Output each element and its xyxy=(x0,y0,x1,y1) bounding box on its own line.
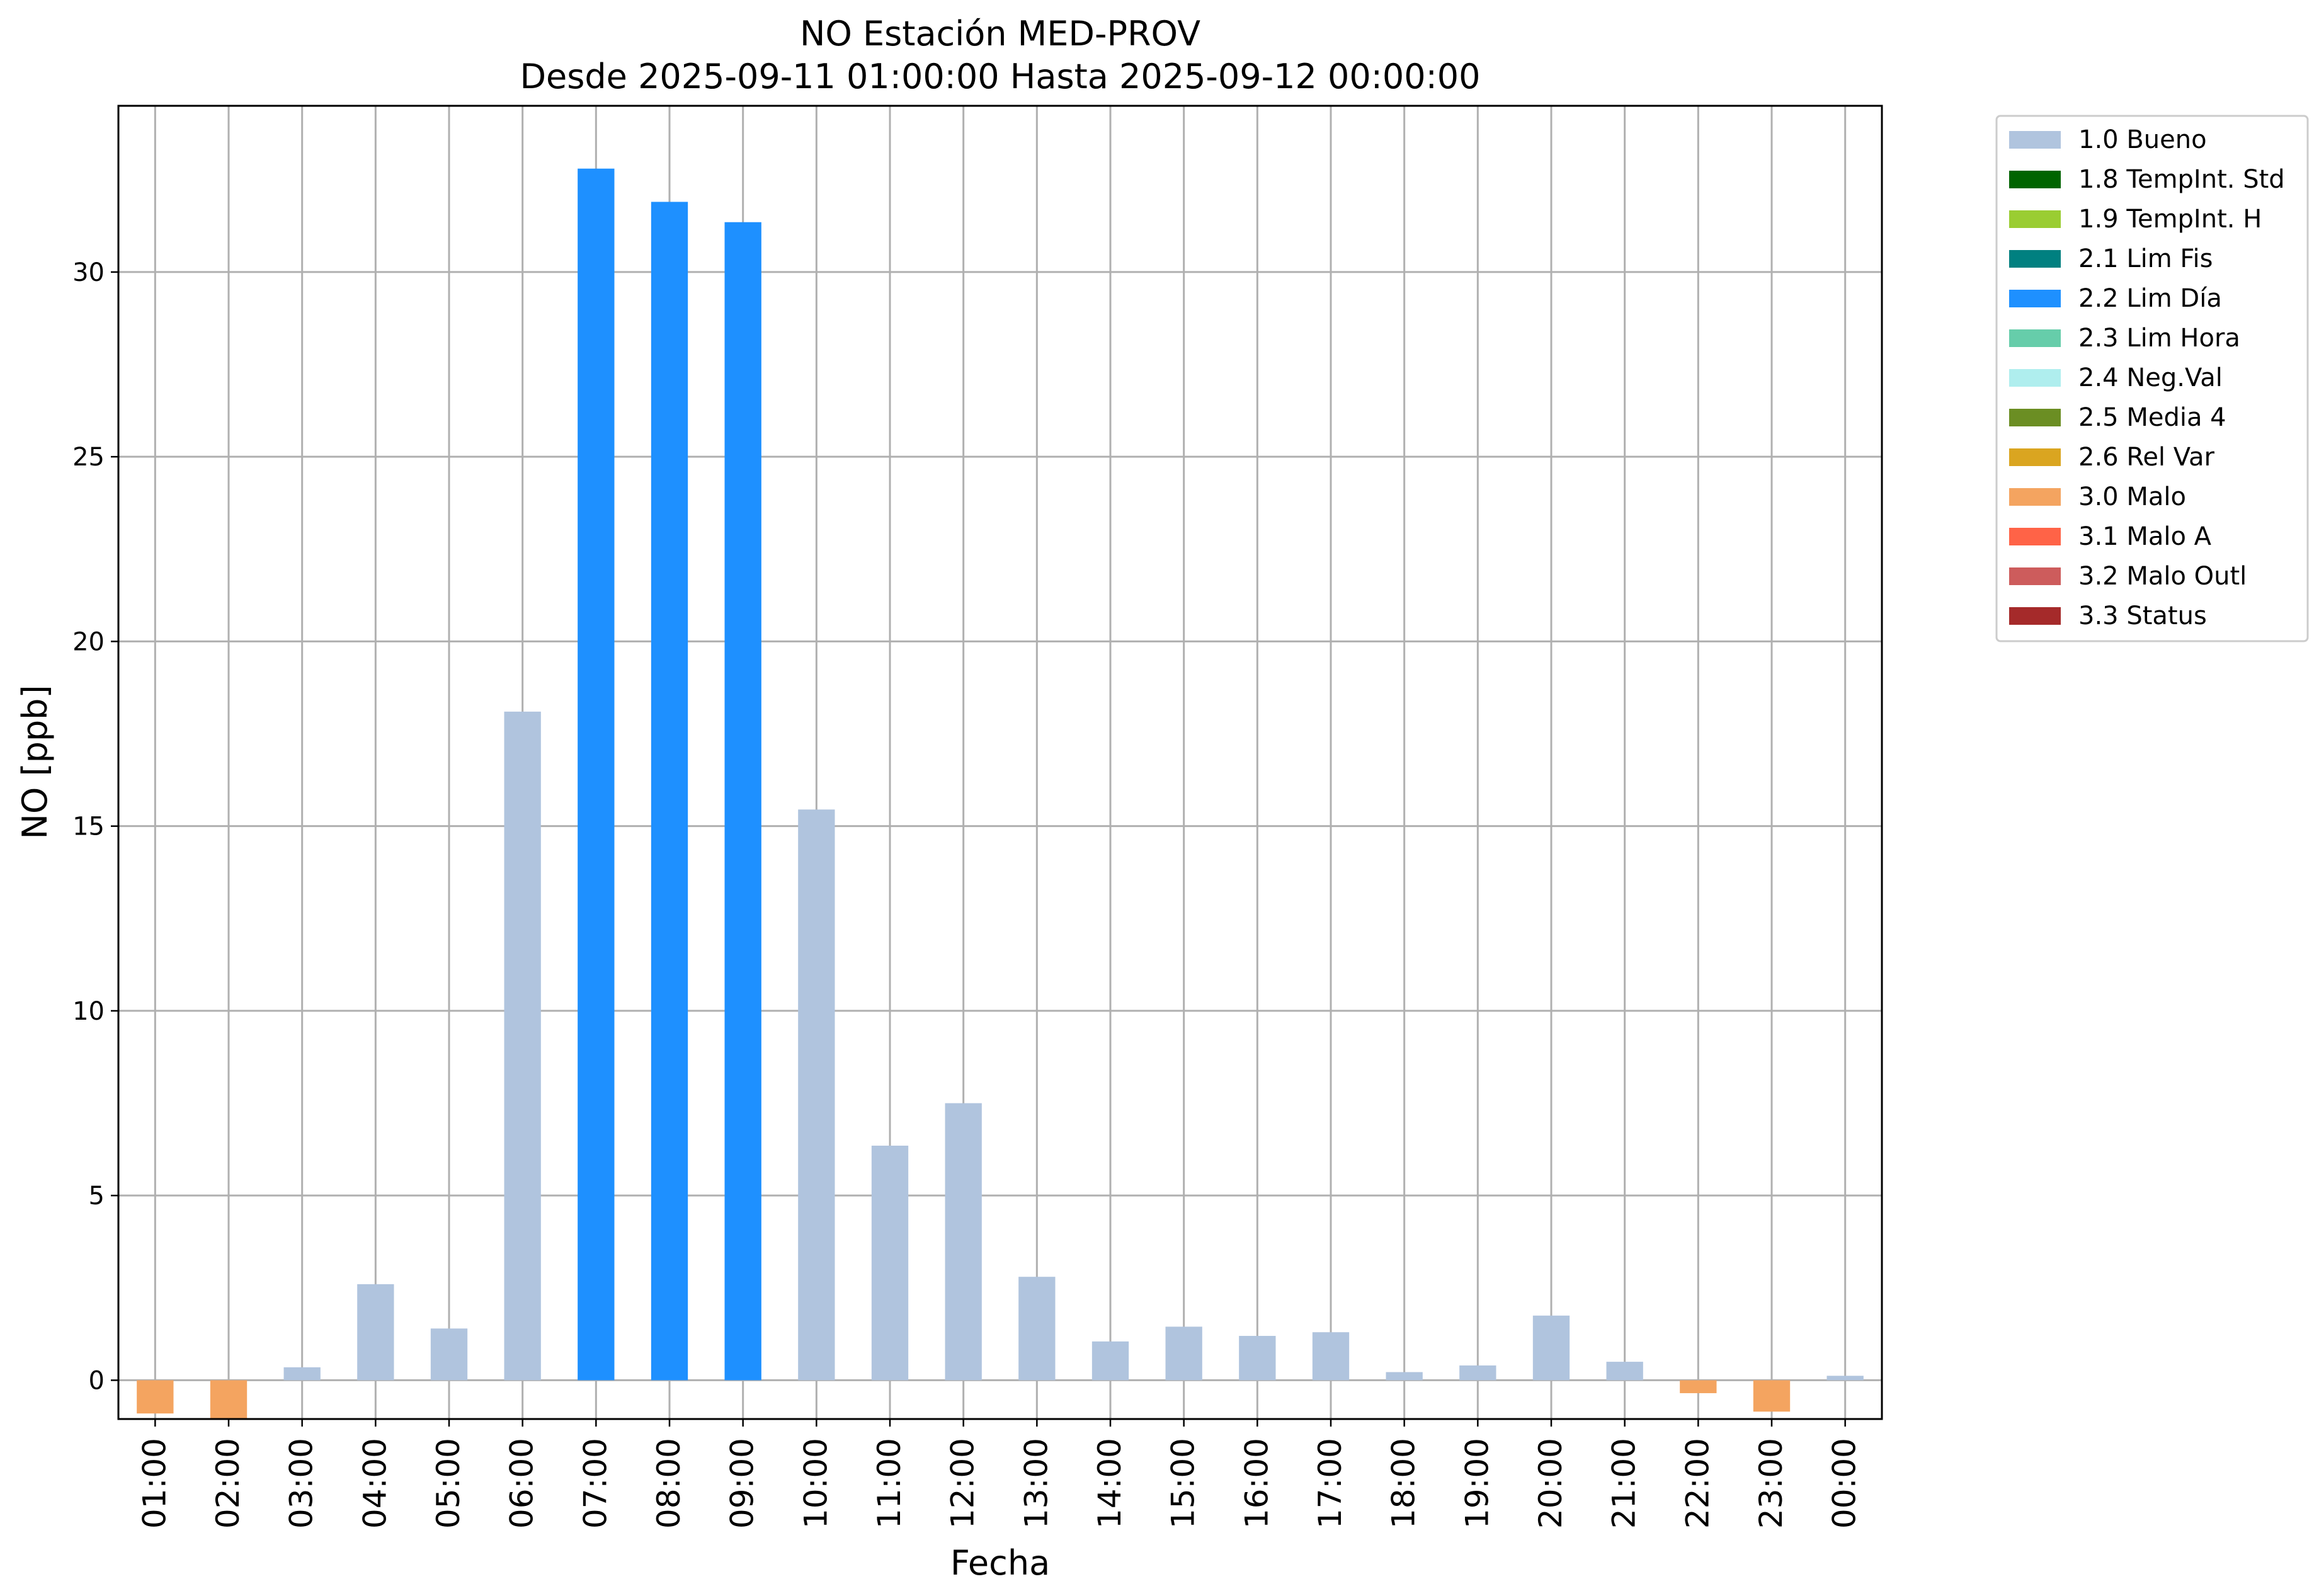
legend-label: 3.3 Status xyxy=(2078,601,2207,630)
legend-label: 3.1 Malo A xyxy=(2078,522,2212,551)
x-tick-label: 08:00 xyxy=(651,1438,687,1529)
legend-swatch xyxy=(2009,290,2061,307)
legend-swatch xyxy=(2009,210,2061,228)
x-tick-label: 16:00 xyxy=(1238,1438,1275,1529)
bar xyxy=(578,168,615,1381)
legend-label: 1.0 Bueno xyxy=(2078,125,2207,154)
chart-title: NO Estación MED-PROV xyxy=(800,14,1200,54)
x-tick-label: 10:00 xyxy=(797,1438,834,1529)
bar xyxy=(1091,1341,1129,1381)
legend-label: 1.9 TempInt. H xyxy=(2078,205,2262,234)
bar xyxy=(1312,1332,1350,1381)
bar xyxy=(871,1145,909,1381)
legend-label: 1.8 TempInt. Std xyxy=(2078,165,2285,194)
legend-swatch xyxy=(2009,409,2061,426)
bar xyxy=(1680,1380,1717,1393)
x-tick-label: 05:00 xyxy=(430,1438,467,1529)
legend-label: 2.5 Media 4 xyxy=(2078,403,2226,432)
x-tick-label: 06:00 xyxy=(504,1438,540,1529)
x-tick-label: 07:00 xyxy=(577,1438,613,1529)
legend-frame xyxy=(1995,115,2309,642)
y-axis-ticks: 0 5 10 15 20 25 30 xyxy=(72,258,118,1395)
legend-swatch xyxy=(2009,329,2061,347)
x-tick-label: 01:00 xyxy=(136,1438,173,1529)
bar xyxy=(945,1103,982,1381)
x-tick-label: 12:00 xyxy=(945,1438,981,1529)
legend-swatch xyxy=(2009,488,2061,506)
x-tick-label: 00:00 xyxy=(1826,1438,1863,1529)
bar xyxy=(357,1284,394,1381)
bar xyxy=(798,809,835,1381)
bar xyxy=(651,202,688,1381)
x-tick-label: 17:00 xyxy=(1312,1438,1348,1529)
x-tick-label: 04:00 xyxy=(356,1438,393,1529)
bar xyxy=(1386,1372,1423,1381)
x-tick-label: 21:00 xyxy=(1606,1438,1643,1529)
chart-subtitle: Desde 2025-09-11 01:00:00 Hasta 2025-09-… xyxy=(520,57,1480,96)
legend-label: 2.3 Lim Hora xyxy=(2078,324,2240,353)
bar xyxy=(1018,1277,1056,1381)
x-tick-label: 03:00 xyxy=(283,1438,320,1529)
bar xyxy=(1606,1362,1643,1381)
x-tick-label: 23:00 xyxy=(1753,1438,1789,1529)
legend-label: 3.2 Malo Outl xyxy=(2078,562,2247,591)
y-tick-label: 20 xyxy=(72,627,105,656)
x-tick-label: 22:00 xyxy=(1679,1438,1716,1529)
x-tick-label: 09:00 xyxy=(724,1438,761,1529)
x-tick-label: 15:00 xyxy=(1165,1438,1202,1529)
legend-label: 2.6 Rel Var xyxy=(2078,443,2215,472)
legend-label: 2.2 Lim Día xyxy=(2078,284,2222,313)
x-tick-label: 20:00 xyxy=(1532,1438,1569,1529)
legend-swatch xyxy=(2009,448,2061,466)
x-tick-label: 13:00 xyxy=(1018,1438,1054,1529)
bar xyxy=(1532,1315,1570,1381)
legend-swatch xyxy=(2009,250,2061,268)
legend-swatch xyxy=(2009,607,2061,625)
legend-swatch xyxy=(2009,171,2061,188)
x-tick-label: 18:00 xyxy=(1386,1438,1422,1529)
legend-label: 3.0 Malo xyxy=(2078,482,2186,511)
y-tick-label: 30 xyxy=(72,258,105,287)
bar xyxy=(1459,1365,1496,1381)
legend-label: 2.1 Lim Fis xyxy=(2078,244,2213,273)
legend: 1.0 Bueno 1.8 TempInt. Std 1.9 TempInt. H 2… xyxy=(1995,115,2309,642)
legend-swatch xyxy=(2009,369,2061,387)
bar xyxy=(1753,1380,1791,1412)
legend-label: 2.4 Neg.Val xyxy=(2078,363,2223,392)
bar xyxy=(504,711,541,1381)
y-axis-label: NO [ppb] xyxy=(15,685,55,839)
bar xyxy=(210,1380,248,1419)
x-tick-label: 14:00 xyxy=(1091,1438,1128,1529)
x-tick-label: 19:00 xyxy=(1459,1438,1495,1529)
plot-area-frame xyxy=(117,105,1883,1420)
bar xyxy=(1165,1326,1202,1381)
legend-swatch xyxy=(2009,131,2061,149)
legend-swatch xyxy=(2009,567,2061,585)
y-tick-label: 5 xyxy=(89,1182,105,1211)
bar xyxy=(137,1380,174,1414)
legend-swatch xyxy=(2009,528,2061,545)
x-axis-label: Fecha xyxy=(950,1543,1050,1583)
bars xyxy=(137,168,1864,1419)
x-axis-ticks: 01:00 02:00 03:00 04:00 05:00 06:00 07:00 08:00… xyxy=(136,1419,1863,1529)
x-tick-label: 02:00 xyxy=(210,1438,246,1529)
bar xyxy=(430,1328,468,1381)
y-tick-label: 25 xyxy=(72,443,105,472)
bar xyxy=(283,1367,321,1381)
x-tick-label: 11:00 xyxy=(871,1438,908,1529)
y-tick-label: 15 xyxy=(72,812,105,841)
bar xyxy=(1826,1376,1864,1381)
bar xyxy=(1239,1336,1276,1381)
y-tick-label: 10 xyxy=(72,997,105,1026)
bar xyxy=(724,222,761,1381)
y-tick-label: 0 xyxy=(89,1366,105,1395)
